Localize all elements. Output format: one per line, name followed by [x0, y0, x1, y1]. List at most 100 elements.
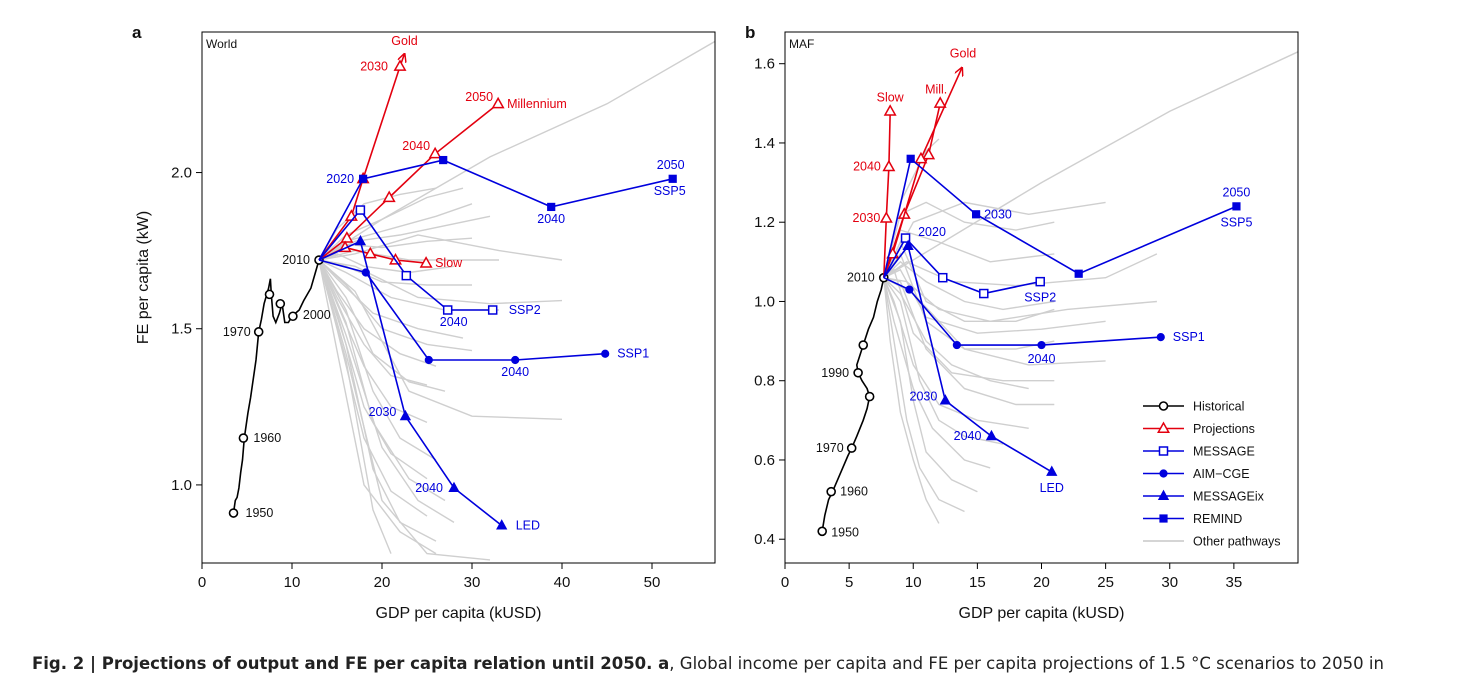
- model-point-a-led-1: [399, 409, 412, 421]
- y-tick-label-b-1: 0.6: [754, 452, 775, 469]
- historical-label-a-2000: 2000: [303, 308, 331, 322]
- other-pathway-a-26: [318, 253, 455, 274]
- legend-label-messageix: MESSAGEix: [1193, 490, 1265, 504]
- y-tick-label-a-1: 1.5: [171, 321, 192, 338]
- model-b-messageix-led: 2030 2040 LED: [883, 239, 1064, 495]
- legend-marker-messageix: [1157, 489, 1170, 500]
- model-line-b-ssp5: [883, 157, 1237, 278]
- panel-letter-b: b: [745, 23, 755, 42]
- x-tick-label-b-20: 20: [1033, 574, 1050, 591]
- historical-point-a-5: [288, 311, 298, 322]
- legend-label-remind: REMIND: [1193, 512, 1242, 526]
- other-pathway-b-12: [883, 277, 940, 524]
- other-pathway-a-27: [318, 259, 428, 386]
- y-tick-label-b-2: 0.8: [754, 373, 775, 390]
- x-tick-label-b-30: 30: [1161, 574, 1178, 591]
- other-pathway-a-10: [318, 259, 446, 392]
- legend-label-other-pathways: Other pathways: [1193, 535, 1281, 549]
- model-point-a-ssp2-3: [487, 305, 498, 315]
- projection-point-a-slow-1: [363, 246, 377, 259]
- other-pathway-a-20: [318, 259, 392, 554]
- other-pathways-a: [318, 40, 715, 561]
- historical-label-b-1970: 1970: [816, 441, 844, 455]
- legend-label-aim-cge: AIM−CGE: [1193, 467, 1250, 481]
- model-a-aim-cge-ssp1: 2040 SSP1: [318, 259, 649, 379]
- other-pathway-a-21: [318, 259, 563, 420]
- model-point-a-led-3: [496, 519, 508, 530]
- projection-year-label-a-gold-2030: 2030: [360, 59, 388, 73]
- model-year-label-b-ssp5-2050: 2050: [1223, 185, 1251, 199]
- projection-point-a-millennium-2: [428, 146, 442, 159]
- historical-point-a-0: [228, 508, 239, 518]
- historical-point-b-0: [817, 526, 827, 537]
- historical-point-b-4: [853, 367, 863, 378]
- historical-point-b-2: [846, 443, 857, 453]
- model-point-a-ssp2-0: [355, 205, 366, 215]
- model-point-b-ssp5-2: [1074, 269, 1083, 278]
- other-pathway-a-12: [318, 259, 437, 461]
- model-point-a-led-2: [448, 481, 460, 493]
- model-line-b-ssp1: [883, 276, 1161, 346]
- projection-name-a-gold: Gold: [391, 34, 417, 48]
- model-point-b-ssp2-0: [900, 233, 911, 243]
- other-pathway-b-8: [883, 277, 1004, 445]
- model-point-b-led-0: [902, 239, 914, 250]
- model-point-b-led-3: [1046, 465, 1058, 476]
- historical-point-a-1: [238, 433, 249, 443]
- model-point-b-ssp2-2: [979, 288, 989, 299]
- model-point-a-ssp5-3: [668, 174, 677, 183]
- y-tick-label-b-3: 1.0: [754, 293, 775, 310]
- other-pathway-a-19: [318, 259, 491, 561]
- legend-item-message: MESSAGE: [1143, 445, 1255, 459]
- model-point-b-ssp5-3: [1232, 202, 1241, 211]
- historical-line-a: [232, 259, 320, 514]
- other-pathway-b-10: [883, 277, 978, 493]
- y-tick-label-b-0: 0.4: [754, 531, 775, 548]
- model-point-a-ssp5-1: [439, 155, 448, 165]
- historical-label-b-1990: 1990: [821, 366, 849, 380]
- other-pathway-a-1: [318, 203, 473, 261]
- model-name-a-ssp1: SSP1: [617, 347, 649, 361]
- other-pathway-a-16: [318, 259, 455, 523]
- other-pathway-b-18: [883, 260, 1055, 311]
- projection-point-a-millennium-3: [491, 96, 505, 109]
- model-point-b-ssp1-2: [1037, 340, 1046, 350]
- figure-caption: Fig. 2 | Projections of output and FE pe…: [32, 654, 1442, 673]
- other-pathway-a-8: [318, 259, 473, 352]
- model-point-a-ssp5-2: [547, 202, 556, 212]
- legend-label-projections: Projections: [1193, 422, 1255, 436]
- model-point-a-ssp5-0: [359, 174, 368, 183]
- x-tick-label-a-10: 10: [284, 574, 301, 591]
- model-year-label-a-ssp5-2020: 2020: [326, 172, 354, 186]
- model-name-b-led: LED: [1040, 481, 1064, 495]
- other-pathway-b-7: [883, 277, 1029, 429]
- x-tick-label-a-40: 40: [554, 574, 571, 591]
- x-tick-label-a-30: 30: [464, 574, 481, 591]
- model-point-b-ssp5-0: [906, 154, 915, 163]
- historical-label-a-2010: 2010: [282, 253, 310, 267]
- model-year-label-b-ssp5-2020: 2020: [918, 225, 946, 239]
- model-point-a-ssp2-2: [442, 305, 453, 315]
- projection-b-gold: Gold: [883, 47, 976, 278]
- region-label-a: World: [206, 37, 237, 51]
- model-year-label-a-ssp2-2040: 2040: [440, 315, 468, 329]
- x-axis-label-a: GDP per capita (kUSD): [376, 605, 542, 622]
- x-tick-label-b-35: 35: [1226, 574, 1243, 591]
- projection-point-a-millennium-0: [340, 231, 354, 243]
- legend-marker-remind: [1159, 514, 1168, 523]
- other-pathway-b-19: [883, 277, 1029, 390]
- projection-point-b-slow-0: [879, 211, 893, 223]
- other-pathway-b-16: [883, 268, 1106, 334]
- projection-b-slow: 2030 2040 Slow: [853, 90, 905, 278]
- projection-line-b-slow: [883, 111, 891, 278]
- other-pathway-a-14: [318, 259, 446, 502]
- historical-series-a: 1950 1960 1970 2000 2010: [223, 253, 331, 520]
- y-tick-label-b-5: 1.4: [754, 135, 775, 152]
- caption-rest: , Global income per capita and FE per ca…: [669, 654, 1384, 673]
- model-year-label-b-ssp5-2030: 2030: [984, 207, 1012, 221]
- model-point-b-ssp2-1: [937, 272, 948, 283]
- model-year-label-b-led-2040: 2040: [954, 429, 982, 443]
- x-tick-label-b-25: 25: [1097, 574, 1114, 591]
